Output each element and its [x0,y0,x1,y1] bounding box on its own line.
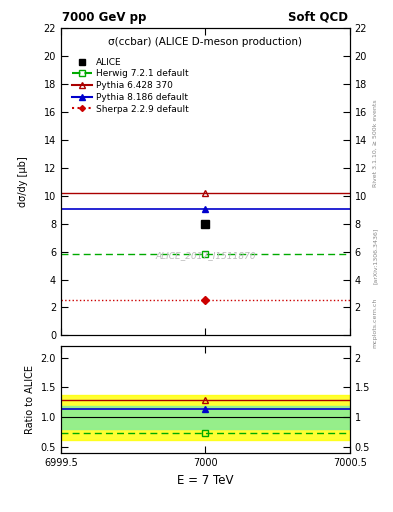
Text: mcplots.cern.ch: mcplots.cern.ch [373,297,378,348]
Text: ALICE_2017_I1511870: ALICE_2017_I1511870 [155,251,256,260]
X-axis label: E = 7 TeV: E = 7 TeV [177,474,233,486]
Bar [61,395,350,440]
Text: dσ/dy [μb]: dσ/dy [μb] [18,156,28,207]
Text: 7000 GeV pp: 7000 GeV pp [62,11,147,24]
Y-axis label: Ratio to ALICE: Ratio to ALICE [25,365,35,434]
Text: Rivet 3.1.10, ≥ 500k events: Rivet 3.1.10, ≥ 500k events [373,99,378,187]
Text: Soft QCD: Soft QCD [288,11,348,24]
Bar [61,406,350,429]
Text: [arXiv:1306.3436]: [arXiv:1306.3436] [373,228,378,284]
Text: σ(ccbar) (ALICE D-meson production): σ(ccbar) (ALICE D-meson production) [108,37,302,48]
Legend: ALICE, Herwig 7.2.1 default, Pythia 6.428 370, Pythia 8.186 default, Sherpa 2.2.: ALICE, Herwig 7.2.1 default, Pythia 6.42… [68,54,193,117]
